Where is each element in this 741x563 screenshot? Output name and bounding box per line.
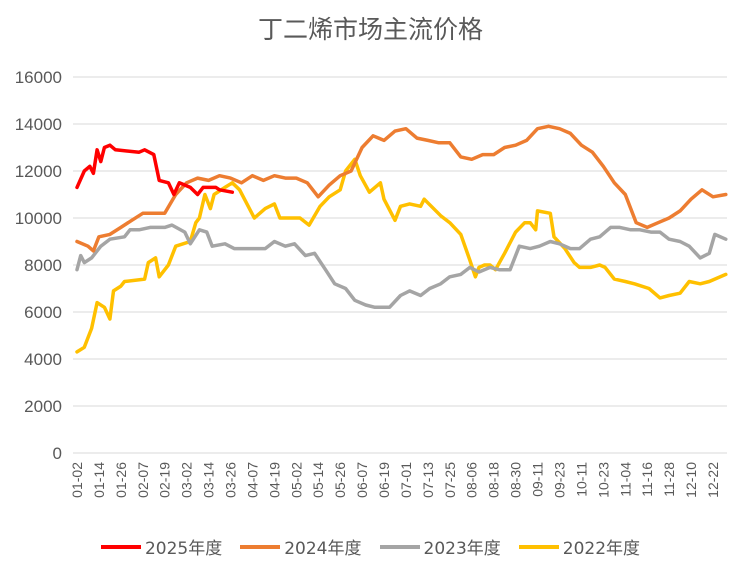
x-tick-label: 07-25 (442, 462, 458, 498)
chart-title: 丁二烯市场主流价格 (257, 15, 483, 44)
legend-item-2024: 2024年度 (240, 534, 362, 559)
x-tick-label: 01-14 (91, 462, 107, 498)
x-tick-label: 09-23 (551, 462, 567, 498)
legend-label: 2023年度 (423, 539, 501, 559)
y-tick-label: 4000 (24, 350, 62, 369)
series-line-2022年度 (75, 157, 728, 354)
legend-swatch (100, 544, 141, 549)
legend: 2025年度 2024年度 2023年度 2022年度 (0, 534, 741, 559)
x-tick-label: 03-26 (223, 462, 239, 498)
y-tick-label: 6000 (24, 303, 62, 322)
legend-label: 2024年度 (284, 539, 362, 559)
x-tick-label: 10-11 (573, 462, 589, 497)
series-line-2023年度 (75, 223, 728, 310)
x-tick-label: 06-19 (376, 462, 392, 498)
legend-item-2023: 2023年度 (379, 534, 501, 559)
x-tick-label: 02-19 (157, 462, 173, 498)
x-tick-label: 12-10 (683, 462, 699, 498)
x-tick-label: 11-16 (639, 462, 655, 497)
x-tick-label: 04-07 (244, 462, 260, 498)
x-tick-label: 11-04 (617, 462, 633, 497)
x-tick-label: 09-11 (530, 462, 546, 497)
legend-label: 2025年度 (144, 539, 223, 559)
y-tick-label: 16000 (15, 68, 62, 87)
series-line-2024年度 (75, 124, 728, 253)
legend-item-2025: 2025年度 (100, 534, 223, 559)
x-tick-label: 10-23 (595, 462, 611, 498)
legend-label: 2022年度 (562, 539, 641, 559)
x-tick-label: 03-02 (179, 462, 195, 498)
legend-item-2022: 2022年度 (518, 534, 641, 559)
y-tick-label: 0 (53, 444, 62, 463)
x-tick-label: 05-14 (310, 462, 326, 498)
x-tick-label: 04-19 (266, 462, 282, 498)
x-tick-label: 08-06 (464, 462, 480, 498)
legend-swatch (379, 544, 420, 549)
y-tick-label: 2000 (24, 397, 62, 416)
x-tick-label: 03-14 (201, 462, 217, 498)
y-tick-label: 14000 (15, 115, 62, 134)
x-tick-label: 12-22 (705, 462, 721, 498)
x-tick-label: 08-30 (508, 462, 524, 498)
y-tick-label: 12000 (15, 162, 62, 181)
legend-swatch (240, 544, 281, 549)
y-tick-label: 10000 (15, 209, 62, 228)
y-tick-label: 8000 (24, 256, 62, 275)
x-tick-label: 01-02 (69, 462, 85, 498)
x-tick-label: 11-28 (661, 462, 677, 497)
x-tick-label: 07-01 (398, 462, 414, 498)
legend-swatch (518, 544, 559, 549)
x-tick-label: 02-07 (135, 462, 151, 498)
x-tick-label: 07-13 (420, 462, 436, 498)
x-tick-label: 01-26 (113, 462, 129, 498)
series-line-2025年度 (75, 143, 235, 197)
x-tick-label: 05-26 (332, 462, 348, 498)
x-tick-label: 08-18 (486, 462, 502, 498)
x-tick-label: 06-07 (354, 462, 370, 498)
x-tick-label: 05-02 (288, 462, 304, 498)
